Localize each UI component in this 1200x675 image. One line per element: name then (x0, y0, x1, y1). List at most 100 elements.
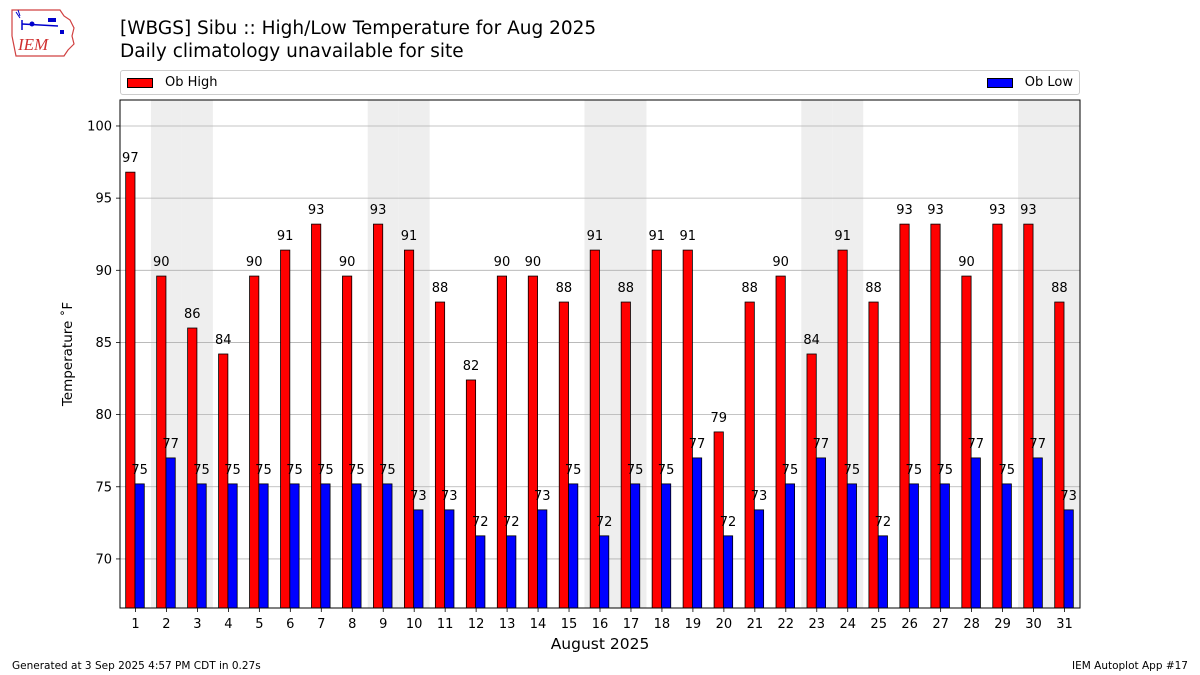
label-low-9: 75 (379, 463, 396, 478)
xtick-label-17: 17 (623, 617, 640, 632)
label-high-28: 90 (958, 255, 975, 270)
xtick-label-25: 25 (870, 617, 887, 632)
legend-label-ob-high: Ob High (165, 75, 218, 90)
label-high-21: 88 (741, 281, 758, 296)
label-low-14: 73 (534, 489, 551, 504)
label-low-25: 72 (875, 515, 892, 530)
chart-title-line: [WBGS] Sibu :: High/Low Temperature for … (120, 18, 597, 39)
label-high-14: 90 (525, 255, 542, 270)
label-low-22: 75 (782, 463, 799, 478)
xtick-label-30: 30 (1025, 617, 1042, 632)
legend-item-ob-high: Ob High (127, 75, 218, 90)
bar-high-12 (465, 379, 477, 609)
bar-low-7 (320, 483, 331, 609)
bar-low-15 (568, 483, 579, 609)
xtick-label-8: 8 (348, 617, 356, 632)
label-high-10: 91 (401, 229, 418, 244)
svg-text:IEM: IEM (17, 35, 49, 54)
xtick-label-27: 27 (932, 617, 949, 632)
label-high-13: 90 (494, 255, 511, 270)
bar-low-23 (815, 457, 826, 609)
bar-low-10 (413, 509, 424, 609)
label-low-6: 75 (286, 463, 303, 478)
bar-high-24 (837, 249, 848, 609)
label-low-29: 75 (998, 463, 1015, 478)
bar-low-11 (444, 509, 455, 609)
label-high-17: 88 (618, 281, 635, 296)
xtick-label-22: 22 (778, 617, 795, 632)
bar-low-31 (1063, 509, 1074, 609)
xtick-label-9: 9 (379, 617, 387, 632)
xtick-label-18: 18 (654, 617, 671, 632)
label-high-20: 79 (710, 411, 727, 426)
label-high-22: 90 (772, 255, 789, 270)
bar-low-8 (351, 483, 362, 609)
bar-high-1 (125, 171, 136, 609)
plot-frame (119, 99, 1081, 609)
label-high-2: 90 (153, 255, 170, 270)
app-footer: IEM Autoplot App #17 (1072, 660, 1188, 672)
bar-high-27 (930, 223, 941, 609)
label-low-27: 75 (937, 463, 954, 478)
label-high-1: 97 (122, 151, 139, 166)
label-high-11: 88 (432, 281, 449, 296)
label-high-29: 93 (989, 203, 1006, 218)
bar-low-2 (165, 457, 176, 609)
bar-low-14 (537, 509, 548, 609)
xtick-label-26: 26 (901, 617, 918, 632)
bar-low-3 (196, 483, 207, 609)
ytick-label-95: 95 (95, 192, 112, 207)
xtick-label-7: 7 (317, 617, 325, 632)
label-low-19: 77 (689, 437, 706, 452)
label-high-24: 91 (834, 229, 851, 244)
ytick-label-100: 100 (87, 119, 112, 134)
xtick-label-12: 12 (468, 617, 485, 632)
xtick-label-3: 3 (193, 617, 201, 632)
label-high-5: 90 (246, 255, 263, 270)
legend-swatch-ob-low (986, 77, 1013, 88)
label-low-23: 77 (813, 437, 830, 452)
xtick-label-13: 13 (499, 617, 516, 632)
label-high-27: 93 (927, 203, 944, 218)
ytick-label-80: 80 (95, 408, 112, 423)
label-low-24: 75 (844, 463, 861, 478)
label-high-4: 84 (215, 333, 232, 348)
bar-low-17 (630, 483, 641, 609)
label-low-8: 75 (348, 463, 365, 478)
bar-high-29 (992, 223, 1003, 609)
bar-high-18 (651, 249, 662, 609)
label-high-31: 88 (1051, 281, 1068, 296)
y-axis-label: Temperature ˚F (59, 302, 76, 407)
xtick-label-15: 15 (561, 617, 578, 632)
bar-high-22 (775, 275, 786, 609)
legend-swatch-ob-high (127, 77, 153, 88)
label-low-30: 77 (1029, 437, 1046, 452)
bar-high-31 (1054, 301, 1065, 609)
xtick-label-2: 2 (162, 617, 170, 632)
label-low-7: 75 (317, 463, 334, 478)
bar-high-5 (249, 275, 260, 609)
xtick-label-10: 10 (406, 617, 423, 632)
bar-low-13 (506, 535, 517, 609)
xtick-label-28: 28 (963, 617, 980, 632)
xtick-label-16: 16 (592, 617, 609, 632)
bar-low-20 (722, 535, 734, 609)
bar-high-25 (868, 301, 879, 609)
label-high-3: 86 (184, 307, 201, 322)
bar-high-4 (218, 353, 229, 609)
bar-low-28 (970, 457, 981, 609)
bar-low-27 (939, 483, 950, 609)
label-low-15: 75 (565, 463, 582, 478)
chart-title: [WBGS] Sibu :: High/Low Temperature for … (120, 17, 596, 63)
label-high-23: 84 (803, 333, 820, 348)
label-low-1: 75 (131, 463, 148, 478)
xtick-label-6: 6 (286, 617, 294, 632)
xtick-label-21: 21 (747, 617, 764, 632)
bar-low-12 (475, 535, 486, 609)
ytick-label-85: 85 (95, 336, 112, 351)
bar-high-10 (403, 249, 415, 609)
generated-footer: Generated at 3 Sep 2025 4:57 PM CDT in 0… (12, 660, 261, 672)
ytick-label-90: 90 (95, 264, 112, 279)
xtick-label-1: 1 (131, 617, 139, 632)
